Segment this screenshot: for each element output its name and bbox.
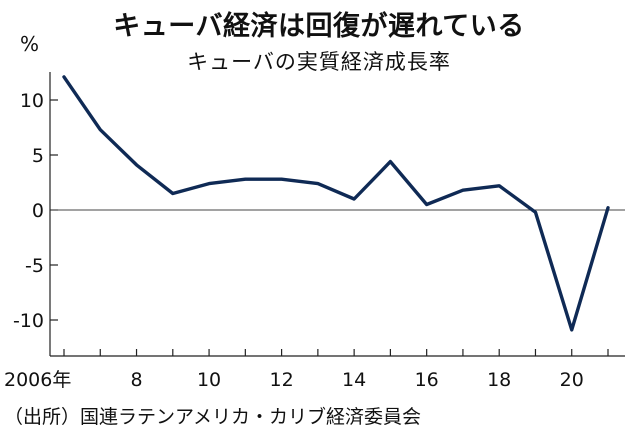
x-tick-label: 2006年 <box>4 369 71 391</box>
y-tick-label: 10 <box>20 90 44 112</box>
y-tick-label: -10 <box>13 310 44 332</box>
y-tick-label: 5 <box>32 145 44 167</box>
x-tick-label: 18 <box>487 369 511 391</box>
x-tick-label: 16 <box>415 369 439 391</box>
y-tick-label: 0 <box>32 200 44 222</box>
x-tick-label: 20 <box>560 369 584 391</box>
x-axis: 2006年 8 10 12 14 16 18 20 <box>4 349 609 391</box>
x-tick-label: 10 <box>197 369 221 391</box>
y-tick-label: -5 <box>25 255 44 277</box>
series-line <box>62 75 610 332</box>
chart-title: キューバ経済は回復が遅れている <box>113 11 525 42</box>
source-note: （出所）国連ラテンアメリカ・カリブ経済委員会 <box>4 406 422 428</box>
y-axis: 10 5 0 -5 -10 <box>13 90 58 332</box>
x-tick-label: 8 <box>130 369 142 391</box>
x-tick-label: 14 <box>342 369 366 391</box>
chart-subtitle: キューバの実質経済成長率 <box>187 50 451 74</box>
series-group <box>62 75 610 332</box>
x-tick-label: 12 <box>270 369 294 391</box>
y-axis-unit: % <box>20 32 40 56</box>
